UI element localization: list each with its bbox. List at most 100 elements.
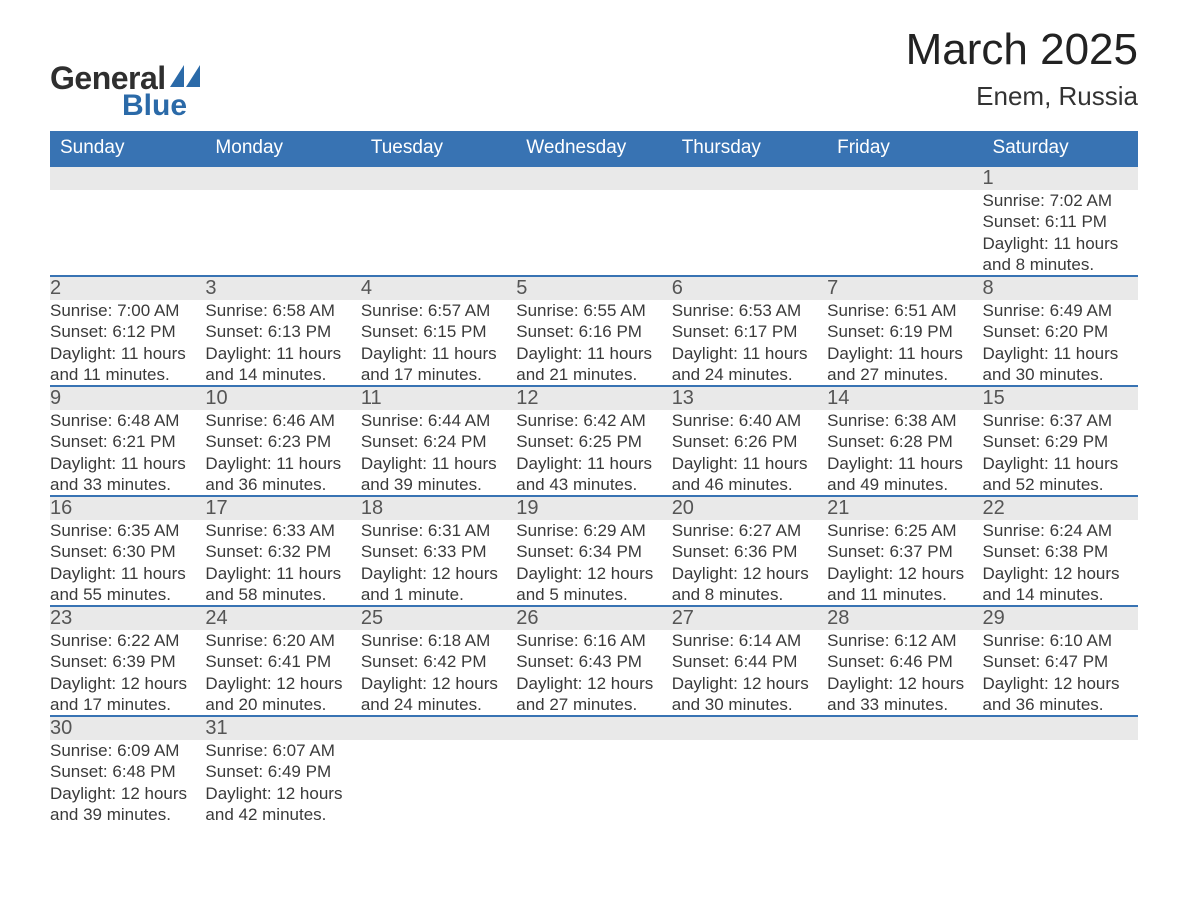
daylight-line: Daylight: 11 hours and 36 minutes.	[205, 453, 360, 496]
day-detail-cell	[827, 190, 982, 276]
day-detail-cell: Sunrise: 6:37 AMSunset: 6:29 PMDaylight:…	[983, 410, 1138, 496]
daylight-line: Daylight: 11 hours and 14 minutes.	[205, 343, 360, 386]
weekday-header-row: Sunday Monday Tuesday Wednesday Thursday…	[50, 131, 1138, 166]
sunset-line: Sunset: 6:17 PM	[672, 321, 827, 342]
sunrise-line: Sunrise: 6:35 AM	[50, 520, 205, 541]
day-number-cell: 1	[983, 166, 1138, 190]
day-number-cell: 9	[50, 386, 205, 410]
sunset-line: Sunset: 6:30 PM	[50, 541, 205, 562]
day-detail-cell: Sunrise: 6:53 AMSunset: 6:17 PMDaylight:…	[672, 300, 827, 386]
day-number-cell: 20	[672, 496, 827, 520]
day-number-cell: 18	[361, 496, 516, 520]
day-number-cell	[672, 166, 827, 190]
sunset-line: Sunset: 6:25 PM	[516, 431, 671, 452]
sunrise-line: Sunrise: 6:48 AM	[50, 410, 205, 431]
day-detail-cell: Sunrise: 6:58 AMSunset: 6:13 PMDaylight:…	[205, 300, 360, 386]
detail-row: Sunrise: 6:09 AMSunset: 6:48 PMDaylight:…	[50, 740, 1138, 825]
day-number-cell	[205, 166, 360, 190]
sunset-line: Sunset: 6:11 PM	[983, 211, 1138, 232]
day-number-cell: 29	[983, 606, 1138, 630]
daylight-line: Daylight: 12 hours and 8 minutes.	[672, 563, 827, 606]
day-number-cell: 14	[827, 386, 982, 410]
day-detail-cell: Sunrise: 6:40 AMSunset: 6:26 PMDaylight:…	[672, 410, 827, 496]
daylight-line: Daylight: 12 hours and 1 minute.	[361, 563, 516, 606]
sunrise-line: Sunrise: 6:22 AM	[50, 630, 205, 651]
daylight-line: Daylight: 11 hours and 27 minutes.	[827, 343, 982, 386]
daylight-line: Daylight: 11 hours and 58 minutes.	[205, 563, 360, 606]
daylight-line: Daylight: 11 hours and 55 minutes.	[50, 563, 205, 606]
sunrise-line: Sunrise: 6:24 AM	[983, 520, 1138, 541]
day-detail-cell	[361, 740, 516, 825]
day-detail-cell: Sunrise: 6:14 AMSunset: 6:44 PMDaylight:…	[672, 630, 827, 716]
sunrise-line: Sunrise: 6:58 AM	[205, 300, 360, 321]
sunrise-line: Sunrise: 6:51 AM	[827, 300, 982, 321]
col-friday: Friday	[827, 131, 982, 166]
sunrise-line: Sunrise: 6:07 AM	[205, 740, 360, 761]
day-number-cell: 23	[50, 606, 205, 630]
day-detail-cell: Sunrise: 6:42 AMSunset: 6:25 PMDaylight:…	[516, 410, 671, 496]
daylight-line: Daylight: 11 hours and 33 minutes.	[50, 453, 205, 496]
sunset-line: Sunset: 6:20 PM	[983, 321, 1138, 342]
day-number-cell: 21	[827, 496, 982, 520]
day-number-cell	[361, 716, 516, 740]
day-number-cell: 11	[361, 386, 516, 410]
logo: General Blue	[50, 25, 200, 123]
daylight-line: Daylight: 11 hours and 39 minutes.	[361, 453, 516, 496]
sunset-line: Sunset: 6:38 PM	[983, 541, 1138, 562]
day-number-cell: 25	[361, 606, 516, 630]
day-detail-cell: Sunrise: 6:07 AMSunset: 6:49 PMDaylight:…	[205, 740, 360, 825]
sunset-line: Sunset: 6:13 PM	[205, 321, 360, 342]
daylight-line: Daylight: 12 hours and 5 minutes.	[516, 563, 671, 606]
sunrise-line: Sunrise: 6:31 AM	[361, 520, 516, 541]
day-number-cell: 28	[827, 606, 982, 630]
daylight-line: Daylight: 12 hours and 11 minutes.	[827, 563, 982, 606]
day-detail-cell: Sunrise: 6:16 AMSunset: 6:43 PMDaylight:…	[516, 630, 671, 716]
sunset-line: Sunset: 6:34 PM	[516, 541, 671, 562]
sunset-line: Sunset: 6:42 PM	[361, 651, 516, 672]
sunrise-line: Sunrise: 6:14 AM	[672, 630, 827, 651]
header-row: General Blue March 2025 Enem, Russia	[50, 25, 1138, 123]
sunrise-line: Sunrise: 7:00 AM	[50, 300, 205, 321]
sunrise-line: Sunrise: 6:55 AM	[516, 300, 671, 321]
day-number-cell: 30	[50, 716, 205, 740]
calendar-table: Sunday Monday Tuesday Wednesday Thursday…	[50, 131, 1138, 825]
sunset-line: Sunset: 6:43 PM	[516, 651, 671, 672]
sunset-line: Sunset: 6:33 PM	[361, 541, 516, 562]
sunset-line: Sunset: 6:47 PM	[983, 651, 1138, 672]
sunrise-line: Sunrise: 6:33 AM	[205, 520, 360, 541]
day-detail-cell	[516, 740, 671, 825]
title-block: March 2025 Enem, Russia	[906, 25, 1138, 116]
day-detail-cell: Sunrise: 6:18 AMSunset: 6:42 PMDaylight:…	[361, 630, 516, 716]
sunrise-line: Sunrise: 6:44 AM	[361, 410, 516, 431]
calendar-body: 1 Sunrise: 7:02 AMSunset: 6:11 PMDayligh…	[50, 166, 1138, 825]
day-number-cell: 3	[205, 276, 360, 300]
day-number-cell: 8	[983, 276, 1138, 300]
day-detail-cell: Sunrise: 6:38 AMSunset: 6:28 PMDaylight:…	[827, 410, 982, 496]
sunset-line: Sunset: 6:16 PM	[516, 321, 671, 342]
col-sunday: Sunday	[50, 131, 205, 166]
sunrise-line: Sunrise: 6:38 AM	[827, 410, 982, 431]
sunset-line: Sunset: 6:44 PM	[672, 651, 827, 672]
day-number-cell: 13	[672, 386, 827, 410]
daylight-line: Daylight: 12 hours and 27 minutes.	[516, 673, 671, 716]
daylight-line: Daylight: 11 hours and 52 minutes.	[983, 453, 1138, 496]
daylight-line: Daylight: 12 hours and 36 minutes.	[983, 673, 1138, 716]
sunset-line: Sunset: 6:32 PM	[205, 541, 360, 562]
daylight-line: Daylight: 12 hours and 14 minutes.	[983, 563, 1138, 606]
col-saturday: Saturday	[983, 131, 1138, 166]
sunrise-line: Sunrise: 6:16 AM	[516, 630, 671, 651]
sunset-line: Sunset: 6:12 PM	[50, 321, 205, 342]
day-detail-cell: Sunrise: 6:44 AMSunset: 6:24 PMDaylight:…	[361, 410, 516, 496]
sunrise-line: Sunrise: 6:10 AM	[983, 630, 1138, 651]
sunset-line: Sunset: 6:36 PM	[672, 541, 827, 562]
day-detail-cell: Sunrise: 6:29 AMSunset: 6:34 PMDaylight:…	[516, 520, 671, 606]
daynum-row: 3031	[50, 716, 1138, 740]
day-number-cell	[983, 716, 1138, 740]
day-number-cell: 2	[50, 276, 205, 300]
sunrise-line: Sunrise: 6:29 AM	[516, 520, 671, 541]
day-number-cell: 27	[672, 606, 827, 630]
col-tuesday: Tuesday	[361, 131, 516, 166]
col-thursday: Thursday	[672, 131, 827, 166]
day-detail-cell: Sunrise: 6:27 AMSunset: 6:36 PMDaylight:…	[672, 520, 827, 606]
day-detail-cell: Sunrise: 7:00 AMSunset: 6:12 PMDaylight:…	[50, 300, 205, 386]
